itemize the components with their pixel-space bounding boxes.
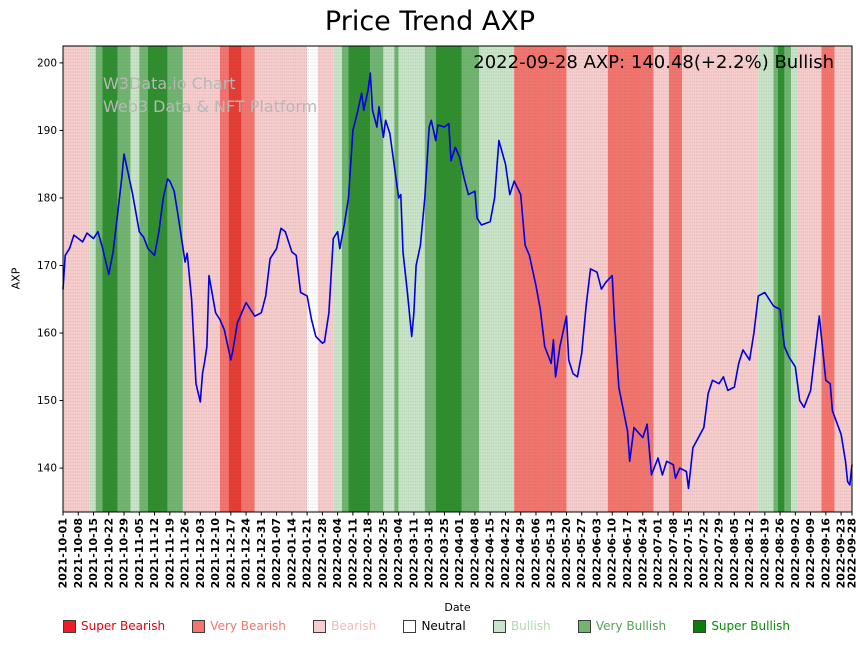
x-tick-label: 2022-09-02	[789, 518, 802, 588]
legend-label-neutral: Neutral	[421, 619, 466, 633]
watermark-line1: W3Data.io Chart	[103, 74, 236, 93]
x-tick-label: 2021-12-31	[255, 518, 268, 588]
x-tick-label: 2022-06-10	[606, 518, 619, 589]
x-tick-label: 2022-07-08	[667, 518, 680, 588]
x-tick-label: 2022-07-01	[652, 518, 665, 588]
x-tick-label: 2022-05-06	[529, 518, 542, 589]
legend-item-super_bullish: Super Bullish	[693, 619, 790, 633]
watermark-line2: Web3 Data & NFT Platform	[103, 97, 318, 116]
x-tick-label: 2022-01-21	[301, 518, 314, 588]
x-tick-label: 2021-10-29	[118, 518, 131, 588]
legend: Super Bearish Very Bearish Bearish Neutral B…	[63, 619, 790, 633]
legend-label-super_bearish: Super Bearish	[81, 619, 166, 633]
legend-item-bullish: Bullish	[492, 619, 551, 633]
x-tick-label: 2022-08-26	[774, 518, 787, 589]
x-tick-label: 2022-02-04	[331, 518, 344, 589]
daily-gridline-texture	[63, 46, 852, 512]
legend-swatch-very_bullish	[577, 619, 591, 633]
x-tick-label: 2022-04-01	[453, 518, 466, 588]
x-tick-label: 2022-09-28	[846, 518, 859, 588]
x-tick-label: 2021-11-19	[163, 518, 176, 588]
x-tick-label: 2022-04-15	[484, 518, 497, 588]
legend-swatch-super_bearish	[63, 619, 76, 633]
y-tick-label: 200	[37, 57, 57, 69]
x-tick-label: 2022-01-28	[316, 518, 329, 588]
x-tick-label: 2021-12-10	[209, 518, 222, 589]
y-axis-label: AXP	[9, 267, 23, 290]
x-tick-label: 2022-03-18	[423, 518, 436, 588]
legend-item-super_bearish: Super Bearish	[63, 619, 165, 633]
legend-label-very_bullish: Very Bullish	[595, 619, 667, 633]
x-tick-label: 2022-06-03	[590, 518, 603, 588]
x-axis-label: Date	[444, 601, 471, 614]
x-tick-label: 2021-12-24	[240, 518, 253, 589]
x-tick-label: 2022-01-14	[285, 518, 298, 589]
legend-label-bullish: Bullish	[510, 619, 551, 633]
plot-border	[62, 45, 853, 513]
x-tick-label: 2022-03-25	[438, 518, 451, 588]
chart-title: Price Trend AXP	[324, 6, 536, 37]
y-tick-label: 160	[37, 328, 57, 340]
legend-item-very_bullish: Very Bullish	[577, 619, 667, 633]
legend-swatch-bullish	[492, 619, 506, 633]
x-tick-label: 2022-04-22	[499, 518, 512, 588]
x-tick-label: 2022-09-09	[804, 518, 817, 588]
x-tick-label: 2022-06-17	[621, 518, 634, 588]
y-tick-label: 140	[37, 463, 57, 475]
legend-label-very_bearish: Very Bearish	[210, 619, 286, 633]
legend-item-neutral: Neutral	[403, 619, 466, 633]
y-tick-label: 180	[37, 192, 57, 204]
x-tick-label: 2022-02-25	[377, 518, 390, 588]
x-tick-label: 2021-10-15	[87, 518, 100, 588]
x-tick-label: 2022-05-13	[545, 518, 558, 588]
legend-item-very_bearish: Very Bearish	[192, 619, 286, 633]
x-tick-label: 2022-05-20	[560, 518, 573, 589]
x-tick-label: 2022-08-12	[743, 518, 756, 588]
x-tick-label: 2022-09-23	[835, 518, 848, 588]
x-tick-label: 2022-04-08	[468, 518, 481, 588]
legend-swatch-super_bullish	[693, 619, 707, 633]
x-tick-label: 2021-11-05	[133, 518, 146, 588]
x-tick-label: 2022-03-04	[392, 518, 405, 589]
x-tick-label: 2022-07-22	[697, 518, 710, 588]
price-line	[62, 72, 853, 490]
x-tick-label: 2022-08-19	[758, 518, 771, 588]
watermark: W3Data.io Chart Web3 Data & NFT Platform	[103, 72, 317, 118]
x-tick-label: 2021-12-03	[194, 518, 207, 588]
x-tick-label: 2022-09-16	[819, 518, 832, 589]
x-tick-label: 2022-01-07	[270, 518, 283, 588]
legend-swatch-bearish	[313, 619, 327, 633]
x-tick-label: 2021-12-17	[224, 518, 237, 588]
x-tick-label: 2022-02-11	[346, 518, 359, 588]
y-tick-label: 150	[37, 395, 57, 407]
x-tick-label: 2022-08-05	[728, 518, 741, 588]
x-tick-label: 2021-11-26	[179, 518, 192, 589]
legend-label-bearish: Bearish	[331, 619, 377, 633]
x-tick-label: 2022-02-18	[362, 518, 375, 588]
x-tick-label: 2021-10-08	[72, 518, 85, 588]
legend-swatch-very_bearish	[192, 619, 206, 633]
legend-item-bearish: Bearish	[313, 619, 376, 633]
legend-swatch-neutral	[403, 619, 417, 633]
y-tick-label: 170	[37, 260, 57, 272]
legend-label-super_bullish: Super Bullish	[711, 619, 790, 633]
x-tick-label: 2022-06-24	[636, 518, 649, 589]
y-tick-label: 190	[37, 125, 57, 137]
latest-price-annotation: 2022-09-28 AXP: 140.48(+2.2%) Bullish	[473, 52, 834, 73]
x-tick-label: 2021-10-22	[102, 518, 115, 588]
x-tick-label: 2021-10-01	[57, 518, 70, 588]
x-tick-label: 2022-05-27	[575, 518, 588, 588]
x-tick-label: 2022-03-11	[407, 518, 420, 588]
x-tick-label: 2022-04-29	[514, 518, 527, 588]
x-tick-label: 2021-11-12	[148, 518, 161, 588]
x-tick-label: 2022-07-15	[682, 518, 695, 588]
x-tick-label: 2022-07-29	[713, 518, 726, 588]
